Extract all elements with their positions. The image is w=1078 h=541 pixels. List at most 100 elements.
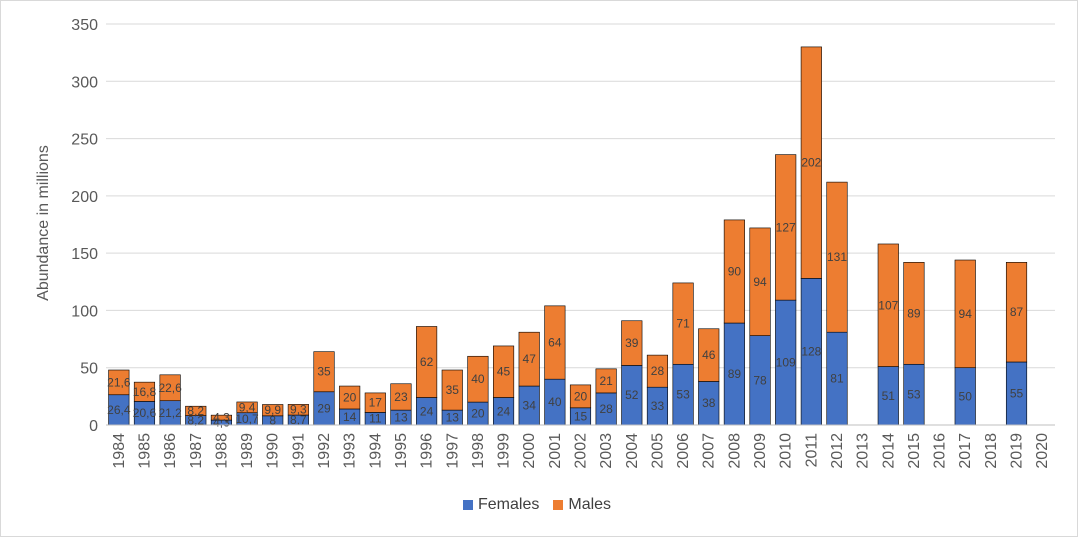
data-label-females: 89 [728, 367, 742, 381]
data-label-males: 107 [878, 298, 898, 312]
y-axis-title: Abundance in millions [35, 145, 52, 301]
data-label-females: 13 [394, 411, 408, 425]
legend-item-females: Females [463, 496, 539, 514]
data-label-females: 52 [625, 388, 639, 402]
data-label-males: 39 [625, 336, 639, 350]
x-tick-label: 1996 [419, 433, 436, 469]
bar-males [903, 262, 925, 365]
data-label-females: 28 [599, 402, 613, 416]
x-tick-label: 1998 [470, 433, 487, 469]
bar-males [416, 326, 438, 398]
data-label-males: 16,8 [133, 385, 157, 399]
bar-males [877, 243, 899, 367]
data-label-females: 11 [369, 412, 382, 426]
x-tick-label: 2001 [547, 433, 564, 469]
bar-males [108, 369, 130, 396]
gridlines [106, 23, 1055, 369]
bar-males [287, 404, 309, 416]
data-label-females: 50 [959, 389, 973, 403]
data-label-males: 94 [959, 307, 973, 321]
bar-males [159, 374, 181, 402]
data-label-females: 20 [471, 407, 485, 421]
x-tick-label: 1985 [136, 433, 153, 469]
y-tick-label: 100 [71, 303, 98, 320]
legend: Females Males [463, 496, 611, 514]
data-label-males: 23 [394, 390, 408, 404]
data-label-females: 29 [317, 401, 331, 415]
x-tick-label: 1984 [111, 433, 128, 469]
data-label-males: 20 [574, 389, 588, 403]
data-label-females: 40 [548, 395, 562, 409]
data-label-females: 109 [776, 356, 796, 370]
bar-males [646, 354, 669, 388]
y-tick-label: 150 [71, 246, 98, 263]
x-tick-label: 1989 [239, 433, 256, 469]
data-label-males: 20 [343, 391, 357, 405]
x-tick-label: 2019 [1009, 433, 1026, 469]
x-tick-label: 2008 [726, 433, 743, 469]
data-label-females: 78 [753, 373, 767, 387]
x-tick-label: 1994 [367, 433, 384, 469]
bar-males [749, 227, 771, 336]
data-label-females: 10,7 [235, 412, 259, 426]
data-label-males: 28 [651, 364, 665, 378]
data-label-females: 26,4 [107, 403, 131, 417]
data-label-females: 24 [497, 404, 511, 418]
x-tick-label: 1987 [188, 433, 205, 469]
data-label-females: 14 [343, 410, 357, 424]
bar-males [954, 259, 976, 369]
bar-males [339, 385, 361, 410]
y-tick-label: 50 [80, 361, 98, 378]
data-label-females: 33 [651, 399, 665, 413]
x-tick-label: 2016 [932, 433, 949, 469]
x-tick-label: 1997 [444, 433, 461, 469]
data-label-males: 131 [827, 250, 847, 264]
bar-males [698, 328, 720, 382]
data-label-males: 8,2 [187, 404, 204, 418]
data-label-males: 17 [369, 396, 383, 410]
data-label-males: 87 [1010, 305, 1024, 319]
legend-swatch-males [553, 500, 564, 510]
x-tick-label: 1999 [496, 433, 513, 469]
data-label-males: 9,3 [290, 403, 307, 417]
x-tick-label: 2020 [1034, 433, 1051, 469]
x-tick-label: 2018 [983, 433, 1000, 469]
data-label-males: 4,3 [213, 411, 230, 425]
data-label-males: 90 [728, 264, 742, 278]
bars: 26,421,620,616,821,222,68,28,24,34,3 10,7… [107, 46, 1028, 430]
data-label-females: 34 [523, 399, 537, 413]
data-label-females: 128 [801, 345, 821, 359]
bar-males [364, 392, 386, 413]
data-label-males: 35 [317, 365, 331, 379]
bar-males [518, 331, 540, 387]
bar-males [210, 414, 232, 421]
x-tick-label: 2014 [880, 433, 897, 469]
bar-males [1005, 262, 1028, 363]
x-tick-label: 1995 [393, 433, 410, 469]
data-label-males: 71 [676, 317, 690, 331]
y-tick-label: 250 [71, 132, 98, 149]
bar-males [672, 282, 694, 365]
bar-males [133, 381, 156, 402]
data-label-males: 9,4 [239, 400, 256, 414]
bar-males [723, 219, 745, 324]
data-label-males: 94 [753, 275, 767, 289]
data-label-males: 45 [497, 365, 511, 379]
bar-males [236, 401, 258, 414]
bar-males [621, 320, 643, 366]
x-tick-label: 2006 [675, 433, 692, 469]
data-label-females: 53 [907, 388, 921, 402]
x-tick-label: 1986 [162, 433, 179, 469]
data-label-males: 21 [599, 374, 613, 388]
bar-males [313, 351, 335, 393]
bar-males [775, 154, 797, 301]
data-label-females: 38 [702, 396, 716, 410]
data-label-females: 8 [269, 413, 276, 427]
data-label-females: 24 [420, 404, 434, 418]
bar-males [441, 369, 463, 411]
data-label-males: 62 [420, 355, 434, 369]
x-tick-label: 1993 [342, 433, 359, 469]
x-tick-label: 2003 [598, 433, 615, 469]
